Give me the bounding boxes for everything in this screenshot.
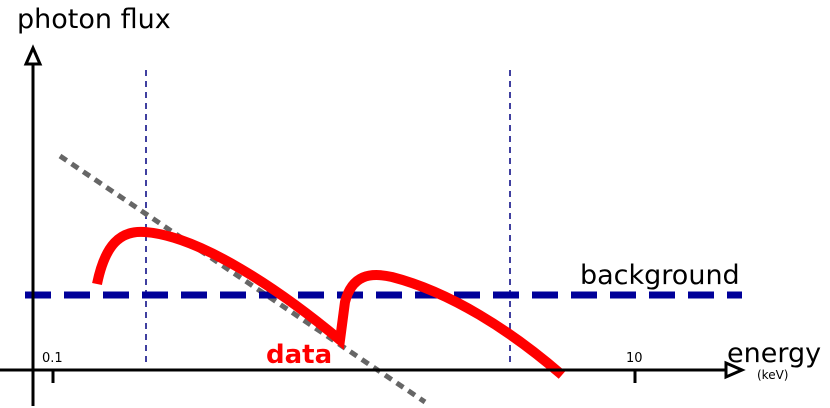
y-axis-arrow — [23, 44, 43, 66]
tick-label: 10 — [626, 351, 643, 366]
data-curve — [92, 226, 566, 379]
tick-label: 0.1 — [42, 351, 63, 366]
model-line — [58, 153, 427, 405]
x-axis-arrow — [724, 360, 746, 380]
x-label: energy — [727, 338, 821, 369]
y-label: photon flux — [17, 4, 171, 35]
x-unit: (keV) — [757, 368, 788, 382]
background-label: background — [580, 260, 740, 291]
data-label: data — [266, 340, 332, 370]
